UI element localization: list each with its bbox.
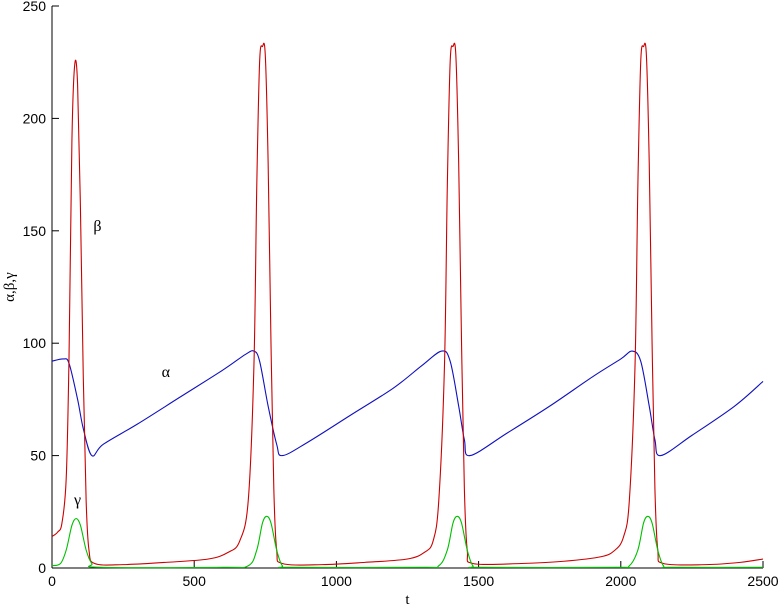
x-tick-label: 1000 (321, 573, 352, 589)
y-tick-label: 200 (23, 110, 47, 126)
series-line-gamma (51, 515, 764, 569)
x-tick-label: 500 (183, 573, 207, 589)
x-tick-label: 1500 (463, 573, 494, 589)
x-tick-label: 2500 (747, 573, 778, 589)
y-tick-label: 0 (38, 560, 46, 576)
y-tick-label: 150 (23, 223, 47, 239)
series-label-alpha: α (162, 364, 171, 381)
y-ticks: 0 50 100 150 200 250 (23, 0, 59, 576)
y-tick-label: 100 (23, 335, 47, 351)
series-labels: α β γ (73, 218, 171, 509)
x-tick-label: 2000 (605, 573, 636, 589)
x-tick-label: 0 (48, 573, 56, 589)
series-line-beta (51, 42, 764, 566)
y-tick-label: 50 (30, 448, 46, 464)
y-tick-label: 250 (23, 0, 47, 14)
x-ticks: 0 500 1000 1500 2000 2500 (48, 561, 779, 589)
plot-area: 0 500 1000 1500 2000 2500 0 50 100 150 200 250 α β γ (23, 0, 779, 589)
series-label-gamma: γ (73, 492, 81, 509)
series-layer (51, 42, 764, 569)
x-axis-title: t (405, 592, 410, 607)
y-axis-title: α,β,γ (2, 272, 18, 302)
series-line-alpha (51, 350, 764, 457)
series-label-beta: β (93, 218, 101, 235)
